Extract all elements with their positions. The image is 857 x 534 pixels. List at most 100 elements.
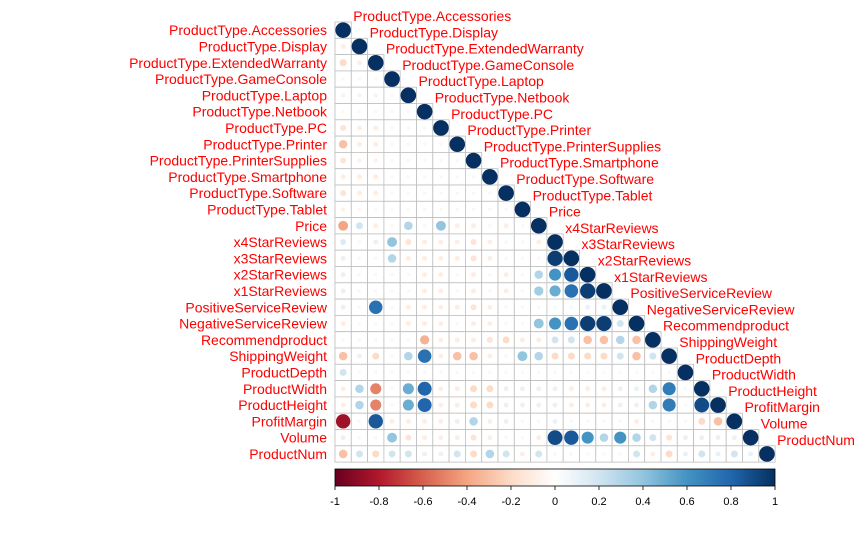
correlation-circle bbox=[390, 224, 394, 228]
colorbar: -1 -0.8 -0.6 -0.4 -0.2 0 0.2 0.4 0.6 0.8 1 bbox=[330, 468, 778, 508]
correlation-circle bbox=[486, 336, 493, 343]
correlation-circle bbox=[519, 386, 525, 392]
correlation-circle bbox=[390, 142, 394, 146]
correlation-circle bbox=[726, 413, 743, 430]
correlation-circle bbox=[422, 142, 427, 146]
correlation-circle bbox=[552, 418, 558, 424]
correlation-circle bbox=[715, 451, 721, 457]
correlation-circle bbox=[502, 450, 510, 458]
correlation-circle bbox=[370, 383, 382, 395]
correlation-circle bbox=[439, 175, 443, 179]
colorbar-tick-label: -1 bbox=[330, 496, 340, 508]
correlation-circle bbox=[488, 272, 492, 277]
correlation-circle bbox=[405, 255, 411, 261]
correlation-circle bbox=[422, 175, 427, 179]
correlation-circle bbox=[537, 305, 541, 309]
colorbar-tick-label: -0.4 bbox=[458, 496, 477, 508]
correlation-circle bbox=[549, 317, 562, 330]
correlation-circle bbox=[390, 93, 394, 98]
correlation-circle bbox=[632, 433, 641, 442]
correlation-circle bbox=[567, 352, 575, 360]
correlation-circle bbox=[530, 217, 547, 234]
row-label: Volume bbox=[280, 430, 327, 446]
diagonal-label: ProductType.ExtendedWarranty bbox=[386, 41, 584, 57]
correlation-circle bbox=[355, 384, 364, 394]
correlation-circle bbox=[694, 397, 710, 413]
correlation-circle bbox=[390, 305, 394, 309]
diagonal-label: ProductWidth bbox=[712, 367, 796, 383]
correlation-circle bbox=[470, 385, 478, 393]
correlation-circle bbox=[465, 152, 482, 169]
correlation-circle bbox=[549, 268, 562, 281]
colorbar-gradient bbox=[334, 468, 776, 487]
row-label: ProductType.ExtendedWarranty bbox=[129, 55, 327, 71]
correlation-circle bbox=[569, 370, 574, 375]
correlation-circle bbox=[698, 450, 706, 458]
correlation-circle bbox=[351, 38, 368, 55]
colorbar-tick-label: 0 bbox=[552, 496, 558, 508]
correlation-circle bbox=[471, 321, 477, 327]
correlation-circle bbox=[580, 283, 596, 299]
correlation-circle bbox=[340, 190, 347, 197]
correlation-circle bbox=[504, 354, 508, 358]
correlation-circle bbox=[416, 103, 433, 120]
correlation-circle bbox=[730, 450, 738, 458]
correlation-circle bbox=[390, 289, 394, 293]
correlation-circle bbox=[487, 435, 493, 441]
correlation-circle bbox=[600, 352, 608, 360]
correlation-circle bbox=[438, 321, 444, 327]
correlation-circle bbox=[384, 71, 400, 87]
diagonal-label: ProductType.GameConsole bbox=[402, 57, 574, 73]
correlation-circle bbox=[390, 207, 394, 212]
correlation-circle bbox=[357, 77, 362, 81]
correlation-circle bbox=[355, 222, 363, 230]
correlation-circle bbox=[439, 142, 443, 146]
colorbar-tick-label: -0.8 bbox=[370, 496, 389, 508]
correlation-circle bbox=[498, 185, 514, 201]
correlation-circle bbox=[534, 351, 544, 361]
correlation-circle bbox=[373, 93, 378, 98]
correlation-circle bbox=[471, 191, 476, 195]
correlation-circle bbox=[455, 158, 459, 163]
correlation-circle bbox=[436, 220, 446, 231]
correlation-circle bbox=[471, 223, 477, 229]
correlation-circle bbox=[469, 417, 478, 426]
correlation-circle bbox=[650, 451, 656, 457]
correlation-circle bbox=[390, 354, 394, 358]
correlation-circle bbox=[488, 370, 492, 375]
correlation-circle bbox=[602, 452, 606, 456]
correlation-circle bbox=[488, 207, 492, 212]
correlation-circle bbox=[406, 207, 411, 212]
correlation-circle bbox=[368, 300, 383, 315]
correlation-circle bbox=[596, 315, 612, 332]
correlation-circle bbox=[662, 398, 676, 412]
correlation-circle bbox=[547, 250, 563, 266]
correlation-circle bbox=[438, 451, 444, 457]
correlation-circle bbox=[503, 288, 509, 294]
correlation-circle bbox=[356, 174, 362, 180]
correlation-circle bbox=[585, 370, 590, 375]
correlation-circle bbox=[422, 239, 428, 245]
correlation-circle bbox=[449, 136, 466, 153]
correlation-circle bbox=[632, 351, 641, 361]
correlation-circle bbox=[519, 451, 525, 457]
correlation-circle bbox=[374, 77, 378, 81]
correlation-circle bbox=[341, 77, 345, 81]
correlation-circle bbox=[583, 335, 592, 345]
correlation-circle bbox=[357, 207, 362, 212]
correlation-circle bbox=[373, 239, 379, 245]
correlation-circle bbox=[584, 352, 592, 360]
correlation-circle bbox=[547, 430, 563, 446]
row-label: x1StarReviews bbox=[234, 283, 327, 299]
correlation-circle bbox=[390, 403, 394, 407]
correlation-circle bbox=[488, 191, 492, 195]
correlation-circle bbox=[470, 255, 477, 262]
correlation-circle bbox=[340, 43, 346, 49]
correlation-circle bbox=[487, 353, 493, 359]
correlation-circle bbox=[536, 435, 542, 441]
correlation-circle bbox=[340, 386, 346, 392]
correlation-circle bbox=[487, 304, 493, 310]
correlation-circle bbox=[390, 191, 394, 195]
row-label: ProductType.PC bbox=[225, 120, 327, 136]
correlation-circle bbox=[731, 435, 737, 441]
